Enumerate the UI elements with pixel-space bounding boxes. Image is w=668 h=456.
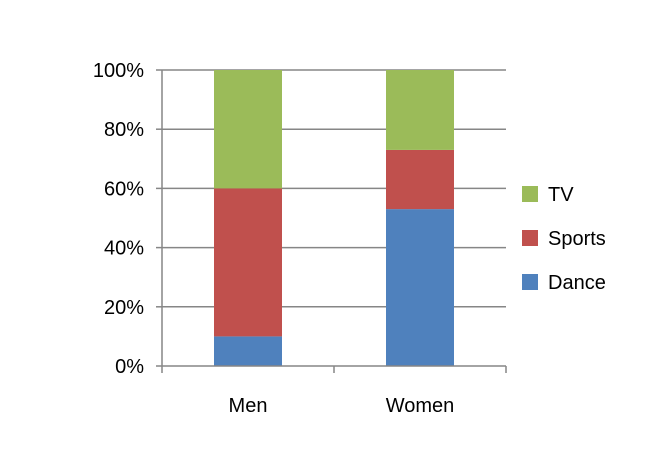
x-tick-label: Women <box>386 395 455 417</box>
y-tick-label: 80% <box>104 119 144 141</box>
bar-sports-women <box>386 149 454 210</box>
legend-swatch-tv <box>522 186 538 202</box>
x-tick-label: Men <box>229 395 268 417</box>
y-tick-label: 100% <box>93 60 144 82</box>
tick-labels: 0% 20% 40% 60% 80% 100% Men Women <box>93 60 454 417</box>
y-tick-label: 20% <box>104 297 144 319</box>
legend-swatch-sports <box>522 230 538 246</box>
y-tick-label: 60% <box>104 178 144 200</box>
legend-swatch-dance <box>522 274 538 290</box>
y-tick-label: 40% <box>104 238 144 260</box>
bar-sports-men <box>214 188 282 337</box>
legend: TV Sports Dance <box>522 184 606 294</box>
gridlines <box>162 69 506 308</box>
y-tick-label: 0% <box>115 356 144 378</box>
legend-label-dance: Dance <box>548 272 606 294</box>
bar-tv-men <box>214 70 282 189</box>
bar-dance-men <box>214 336 282 366</box>
legend-label-tv: TV <box>548 184 574 206</box>
axes <box>156 69 507 373</box>
legend-label-sports: Sports <box>548 228 606 250</box>
bars <box>214 70 454 366</box>
bar-dance-women <box>386 209 454 366</box>
bar-tv-women <box>386 70 454 150</box>
